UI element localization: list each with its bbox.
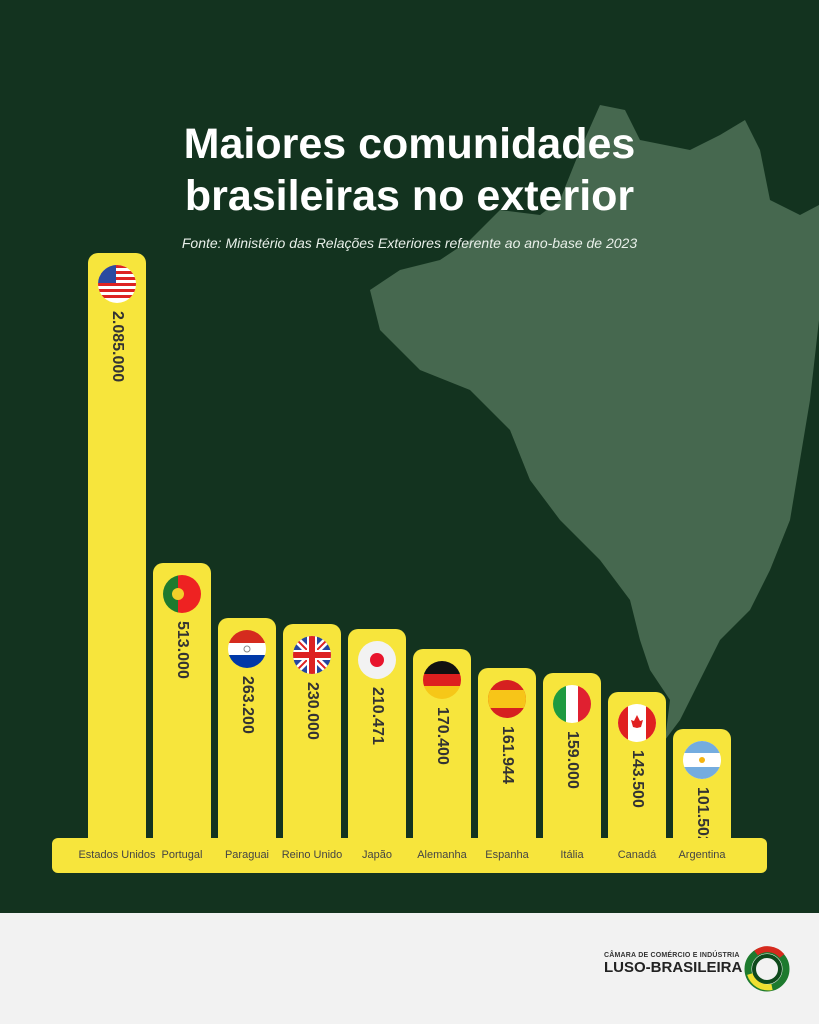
logo-ring-icon xyxy=(744,946,790,992)
data-label: 263.200 xyxy=(239,676,256,734)
germany-flag-icon xyxy=(423,661,461,699)
bar-paraguai: 263.200 xyxy=(218,618,276,840)
bar-alemanha: 170.400 xyxy=(413,649,471,840)
category-label: Espanha xyxy=(485,849,529,861)
uk-flag-icon xyxy=(293,636,331,674)
category-label: Portugal xyxy=(161,849,203,861)
category-axis-band xyxy=(52,838,767,873)
bar-estados-unidos: 2.085.000 xyxy=(88,253,146,840)
portugal-flag-icon xyxy=(163,575,201,613)
bar-reino-unido: 230.000 xyxy=(283,624,341,840)
category-label: Japão xyxy=(362,849,392,861)
argentina-flag-icon xyxy=(683,741,721,779)
bar-portugal: 513.000 xyxy=(153,563,211,840)
logo-subtitle: CÂMARA DE COMÉRCIO E INDÚSTRIA xyxy=(604,952,740,959)
brazil-map-silhouette xyxy=(370,105,819,740)
logo: CÂMARA DE COMÉRCIO E INDÚSTRIA LUSO-BRAS… xyxy=(604,952,742,976)
category-label: Estados Unidos xyxy=(78,849,156,861)
bar-itália: 159.000 xyxy=(543,673,601,840)
category-label: Itália xyxy=(560,849,584,861)
chart-title-line-2: brasileiras no exterior xyxy=(184,172,635,220)
us-flag-icon xyxy=(98,265,136,303)
japan-flag-icon xyxy=(358,641,396,679)
data-label: 143.500 xyxy=(629,750,646,808)
category-label: Paraguai xyxy=(224,849,270,861)
category-label: Reino Unido xyxy=(281,849,343,861)
data-label: 230.000 xyxy=(304,682,321,740)
chart-title-line-1: Maiores comunidades xyxy=(183,120,636,168)
bar-canadá: 143.500 xyxy=(608,692,666,840)
data-label: 513.000 xyxy=(174,621,191,679)
bar-espanha: 161.944 xyxy=(478,668,536,840)
spain-flag-icon xyxy=(488,680,526,718)
category-label: Alemanha xyxy=(417,849,467,861)
logo-title: LUSO-BRASILEIRA xyxy=(604,959,743,976)
canada-flag-icon xyxy=(618,704,656,742)
data-label: 161.944 xyxy=(499,726,516,784)
data-label: 170.400 xyxy=(434,707,451,765)
italy-flag-icon xyxy=(553,685,591,723)
category-label: Argentina xyxy=(678,849,726,861)
data-label: 101.502 xyxy=(694,787,711,845)
data-label: 159.000 xyxy=(564,731,581,789)
data-label: 2.085.000 xyxy=(109,311,126,383)
bar-japão: 210.471 xyxy=(348,629,406,840)
chart-subtitle: Fonte: Ministério das Relações Exteriore… xyxy=(181,235,638,251)
data-label: 210.471 xyxy=(369,687,386,745)
paraguay-flag-icon xyxy=(228,630,266,668)
bar-argentina: 101.502 xyxy=(673,729,731,845)
category-label: Canadá xyxy=(617,849,657,861)
chart-area: Maiores comunidades brasileiras no exter… xyxy=(0,0,819,913)
